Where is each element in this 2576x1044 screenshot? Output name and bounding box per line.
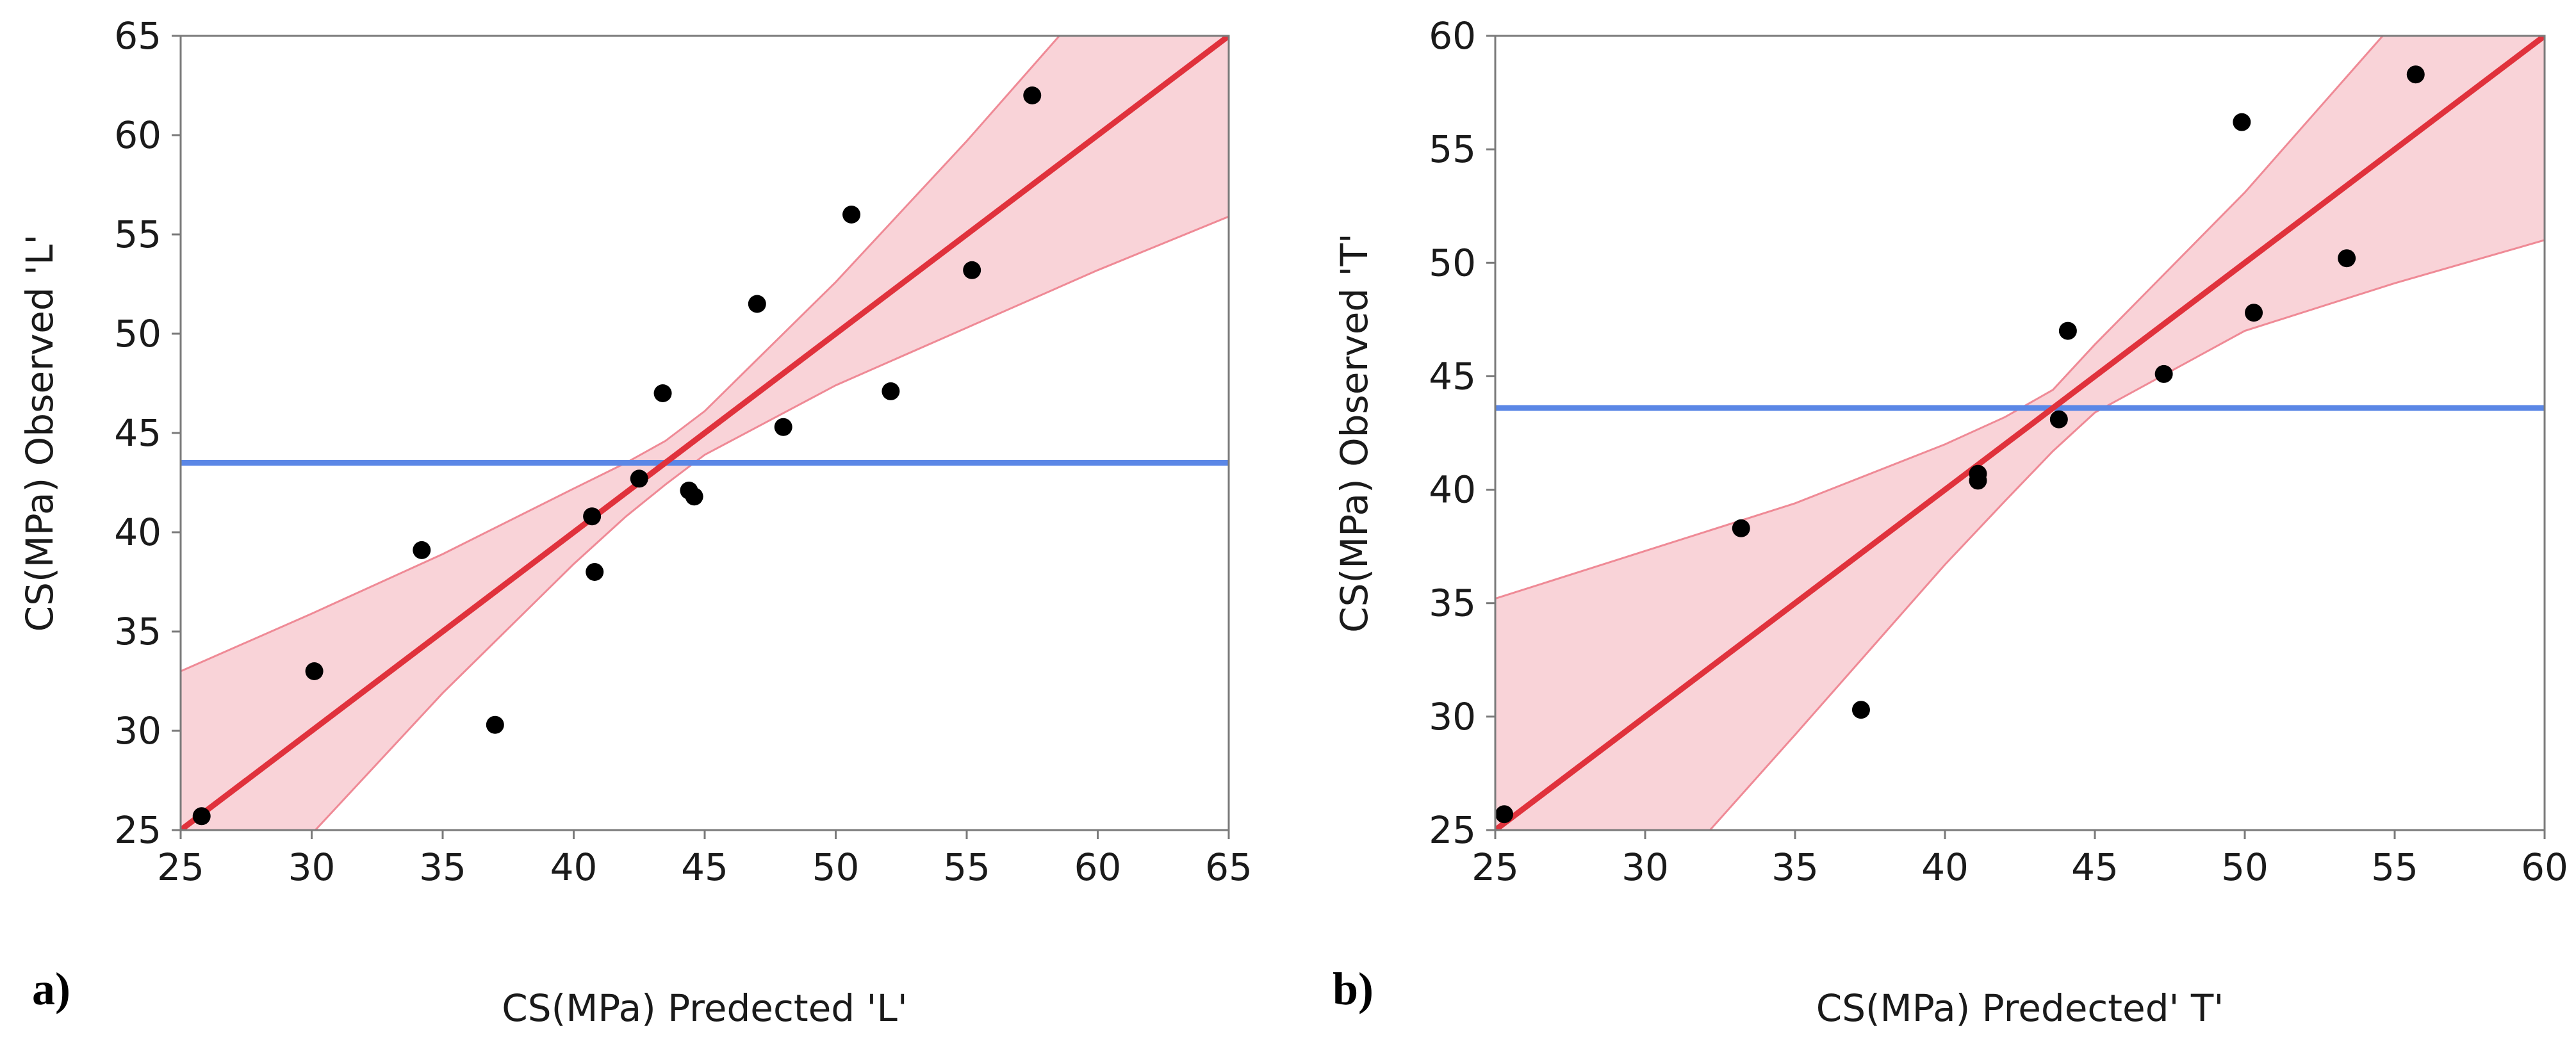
y-tick-label: 60	[114, 113, 161, 157]
confidence-upper-bound	[1495, 36, 2384, 600]
data-point	[842, 206, 861, 224]
data-point	[963, 261, 981, 279]
data-point	[1495, 805, 1514, 824]
x-tick-label: 25	[1472, 845, 1519, 889]
x-axis-ticks-a: 25 30 35 40 45 50 55 60 65	[157, 830, 1252, 889]
x-tick-label: 30	[288, 845, 336, 889]
data-point	[774, 418, 792, 436]
data-point	[586, 563, 604, 581]
y-tick-label: 30	[1429, 695, 1476, 738]
y-axis-title-b: CS(MPa) Observed 'T'	[1333, 233, 1376, 633]
x-tick-label: 40	[1921, 845, 1969, 889]
x-axis-title-b: CS(MPa) Predected' T'	[1816, 986, 2224, 1030]
x-tick-label: 25	[157, 845, 204, 889]
x-tick-label: 35	[419, 845, 466, 889]
x-tick-label: 45	[681, 845, 728, 889]
y-tick-label: 45	[1429, 354, 1476, 398]
y-tick-label: 55	[114, 213, 161, 256]
plot-area-a	[181, 36, 1229, 830]
confidence-lower-bound	[1709, 239, 2545, 830]
y-tick-label: 40	[114, 510, 161, 554]
x-tick-label: 55	[2371, 845, 2418, 889]
data-point	[305, 662, 324, 680]
data-point	[583, 507, 602, 526]
data-points-a	[192, 86, 1042, 826]
fit-line-b	[1495, 36, 2545, 830]
y-tick-label: 40	[1429, 468, 1476, 512]
y-tick-label: 35	[1429, 582, 1476, 625]
data-point	[1732, 519, 1750, 537]
plot-frame-b	[1494, 35, 2546, 831]
x-tick-label: 30	[1621, 845, 1669, 889]
data-point	[2049, 410, 2068, 428]
data-point	[630, 469, 648, 488]
x-tick-label: 65	[1205, 845, 1252, 889]
fit-line-a	[181, 36, 1229, 830]
regression-fit-line	[1495, 36, 2545, 830]
data-point	[2058, 322, 2077, 340]
data-point	[748, 295, 766, 313]
data-point	[2406, 65, 2425, 84]
data-point	[1969, 471, 1987, 490]
x-tick-label: 50	[812, 845, 860, 889]
y-axis-ticks-b: 25 30 35 40 45 50 55 60	[1429, 14, 1495, 852]
plot-area-b	[1495, 36, 2545, 830]
x-tick-label: 60	[1074, 845, 1122, 889]
y-tick-label: 50	[1429, 241, 1476, 284]
y-tick-label: 55	[1429, 127, 1476, 171]
y-axis-ticks-a: 25 30 35 40 45 50 55 60 65	[114, 14, 181, 852]
y-tick-label: 45	[114, 411, 161, 455]
panel-label-a: a)	[32, 963, 70, 1015]
chart-panel-b: 25 30 35 40 45 50 55 60 25 30 35 40 45 50 55 60 CS(MPa…	[1333, 14, 2568, 1030]
data-point	[486, 715, 504, 734]
y-tick-label: 30	[114, 709, 161, 753]
data-point	[2233, 113, 2251, 131]
data-point	[2245, 304, 2263, 322]
y-axis-title-a: CS(MPa) Observed 'L'	[18, 234, 62, 632]
x-tick-label: 55	[943, 845, 990, 889]
y-tick-label: 35	[114, 610, 161, 653]
data-point	[653, 384, 672, 402]
data-point	[192, 807, 211, 826]
y-tick-label: 65	[114, 14, 161, 58]
data-point	[2338, 249, 2356, 268]
data-point	[685, 487, 703, 506]
x-axis-ticks-b: 25 30 35 40 45 50 55 60	[1472, 830, 2568, 889]
y-tick-label: 25	[114, 808, 161, 852]
panel-label-b: b)	[1333, 963, 1374, 1015]
data-point	[1851, 701, 1870, 719]
chart-panel-a: 25 30 35 40 45 50 55 60 65 25 30 35 40 45 50 55 60 65 CS…	[18, 14, 1252, 1030]
y-tick-label: 25	[1429, 808, 1476, 852]
data-point	[413, 541, 431, 559]
confidence-lower-bound	[314, 215, 1229, 830]
x-tick-label: 35	[1771, 845, 1819, 889]
data-points-b	[1495, 65, 2425, 824]
y-tick-label: 50	[114, 312, 161, 355]
x-tick-label: 60	[2521, 845, 2568, 889]
data-point	[2154, 364, 2173, 383]
x-tick-label: 45	[2071, 845, 2119, 889]
data-point	[1023, 86, 1042, 104]
x-tick-label: 40	[550, 845, 598, 889]
x-tick-label: 50	[2221, 845, 2268, 889]
regression-fit-line	[181, 36, 1229, 830]
y-tick-label: 60	[1429, 14, 1476, 58]
x-axis-title-a: CS(MPa) Predected 'L'	[502, 986, 907, 1030]
confidence-upper-bound	[181, 36, 1061, 673]
data-point	[882, 382, 900, 400]
